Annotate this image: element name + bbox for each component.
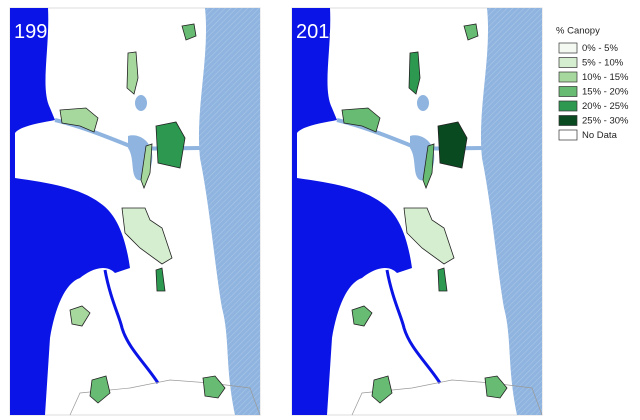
park-area (371, 375, 393, 404)
legend-label: 25% - 30% (582, 116, 629, 127)
legend-swatch (558, 71, 578, 83)
park-area (121, 207, 173, 265)
park-area (89, 375, 111, 404)
legend-swatch (558, 86, 578, 97)
park-area (403, 207, 455, 265)
legend-label: 10% - 15% (582, 72, 629, 83)
legend-swatch (558, 129, 578, 141)
park-area (408, 51, 421, 95)
legend-swatch (558, 115, 578, 126)
park-area (341, 107, 381, 133)
legend-title: % Canopy (556, 26, 600, 37)
park-area (69, 305, 91, 327)
legend-swatch (558, 42, 578, 54)
park-area (140, 143, 153, 190)
legend-label: 20% - 25% (582, 101, 629, 112)
park-area (484, 375, 508, 399)
legend: % Canopy 0% - 5% 5% - 10% 10% - 15% 15% - 2… (556, 26, 629, 142)
park-area (463, 23, 479, 41)
panel-title: 2014 (296, 21, 341, 43)
park-area (181, 23, 197, 41)
map-panel-2014: 2014 (290, 6, 544, 417)
park-area (437, 267, 448, 292)
park-area (437, 121, 468, 169)
legend-swatch (558, 57, 578, 68)
park-area (155, 267, 166, 292)
park-area (155, 121, 186, 169)
park-area (422, 143, 435, 190)
legend-label: 0% - 5% (582, 43, 618, 54)
legend-label: No Data (582, 130, 618, 141)
park-area (59, 107, 99, 133)
map-panel-1993: 1993 (8, 6, 262, 417)
legend-label: 15% - 20% (582, 87, 629, 98)
park-area (126, 51, 139, 95)
park-area (202, 375, 226, 399)
legend-label: 5% - 10% (582, 58, 624, 69)
panel-title: 1993 (14, 21, 59, 43)
legend-swatch (558, 100, 578, 112)
park-area (351, 305, 373, 327)
